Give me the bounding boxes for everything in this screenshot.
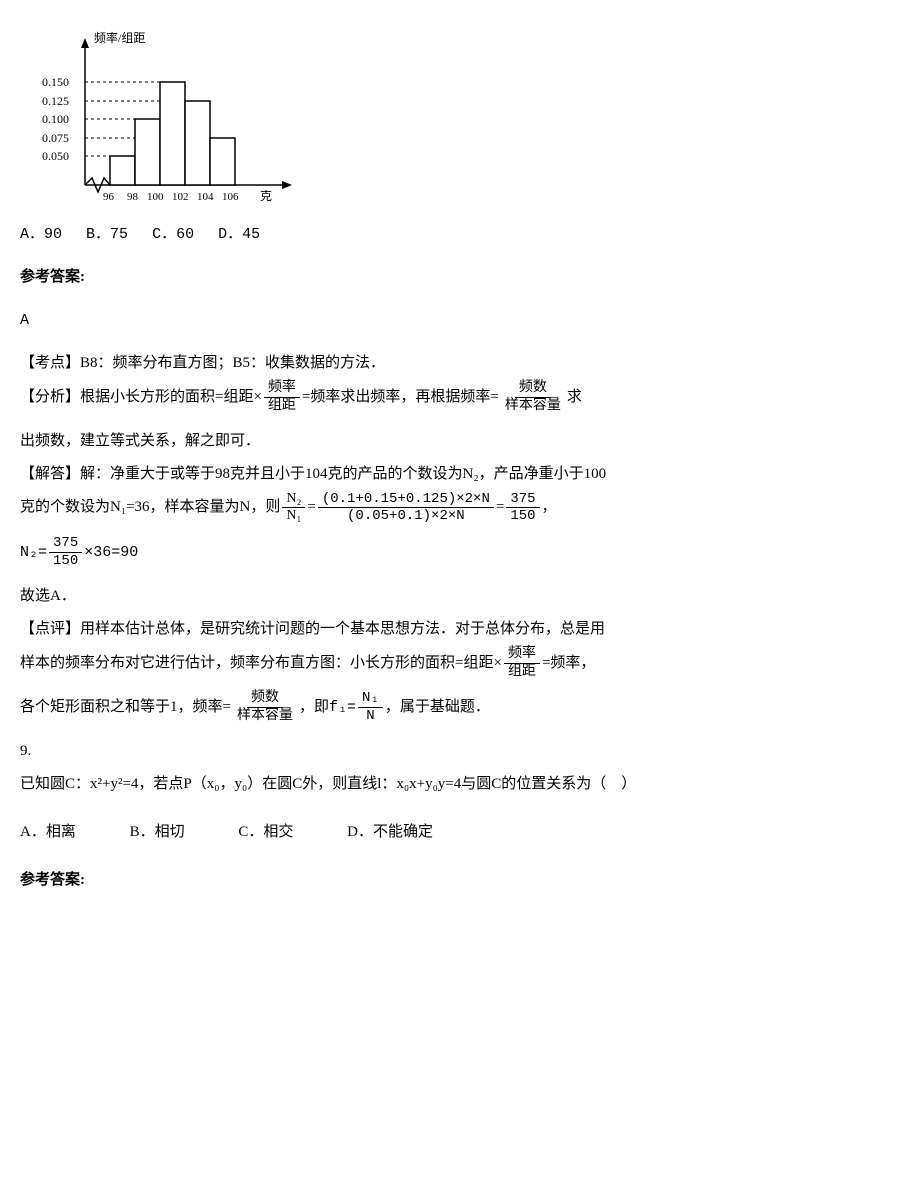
answer-value: A xyxy=(20,304,900,337)
dianping-line1: 【点评】用样本估计总体，是研究统计问题的一个基本思想方法．对于总体分布，总是用 xyxy=(20,613,900,646)
dianping-frac1: 频率 组距 xyxy=(504,646,540,681)
fenxi-line2: 出频数，建立等式关系，解之即可． xyxy=(20,425,900,458)
option-c: C．60 xyxy=(152,226,194,243)
jieda-frac-lhs: N₂ N₁ xyxy=(282,491,305,526)
dianping-line3: 各个矩形面积之和等于1， 频率= 频数 样本容量 ，即 f₁= N₁ N ，属于… xyxy=(20,690,900,725)
fenxi-prefix: 【分析】根据小长方形的面积=组距× xyxy=(20,381,262,414)
q9-options: A．相离 B．相切 C．相交 D．不能确定 xyxy=(20,816,900,849)
histogram-svg: 频率/组距 0.050 0.075 0.100 0.125 0.150 96 9… xyxy=(30,30,310,210)
option-b: B．75 xyxy=(86,226,128,243)
answer-label: 参考答案: xyxy=(20,261,900,294)
xtick-2: 100 xyxy=(147,191,164,203)
ytick-2: 0.100 xyxy=(42,112,69,126)
dianping-frac3: N₁ N xyxy=(358,690,383,725)
histogram-chart: 频率/组距 0.050 0.075 0.100 0.125 0.150 96 9… xyxy=(30,30,310,210)
x-axis-unit: 克 xyxy=(260,189,272,203)
q9-answer-label: 参考答案: xyxy=(20,864,900,897)
q9-number: 9. xyxy=(20,735,900,768)
q9-option-a: A．相离 xyxy=(20,824,76,840)
ytick-4: 0.150 xyxy=(42,75,69,89)
q9-option-d: D．不能确定 xyxy=(347,824,433,840)
q9-option-b: B．相切 xyxy=(130,824,185,840)
y-axis-label: 频率/组距 xyxy=(94,30,145,45)
jieda-frac-mid: (0.1+0.15+0.125)×2×N (0.05+0.1)×2×N xyxy=(318,491,494,526)
dianping-line2: 样本的频率分布对它进行估计，频率分布直方图：小长方形的面积=组距× 频率 组距 … xyxy=(20,646,900,681)
fenxi-mid: 求出频率，再根据 xyxy=(340,381,460,414)
jieda-line3: N₂= 375 150 ×36=90 xyxy=(20,535,900,570)
fenxi-frac2: 频数 样本容量 xyxy=(501,380,565,415)
xtick-3: 102 xyxy=(172,191,189,203)
jieda-line2: 克的个数设为N₁=36，样本容量为N，则 N₂ N₁ = (0.1+0.15+0… xyxy=(20,491,900,526)
jieda-line4: 故选A． xyxy=(20,580,900,613)
xtick-4: 104 xyxy=(197,191,214,203)
jieda-frac-rhs: 375 150 xyxy=(506,491,539,526)
dianping-frac2: 频数 样本容量 xyxy=(233,690,297,725)
question-options: A．90 B．75 C．60 D．45 xyxy=(20,218,900,251)
q9-text: 已知圆C：x²+y²=4，若点P（x₀，y₀）在圆C外，则直线l：x₀x+y₀y… xyxy=(20,768,900,801)
xtick-0: 96 xyxy=(103,191,115,203)
jieda-line1: 【解答】解：净重大于或等于98克并且小于104克的产品的个数设为N₂，产品净重小… xyxy=(20,458,900,491)
ytick-3: 0.125 xyxy=(42,94,69,108)
kaodian-text: 【考点】B8：频率分布直方图；B5：收集数据的方法． xyxy=(20,347,900,380)
q9-option-c: C．相交 xyxy=(238,824,293,840)
ytick-0: 0.050 xyxy=(42,149,69,163)
xtick-1: 98 xyxy=(127,191,139,203)
ytick-1: 0.075 xyxy=(42,131,69,145)
fenxi-frac1: 频率 组距 xyxy=(264,380,300,415)
fenxi-suffix: 求 xyxy=(567,381,582,414)
option-d: D．45 xyxy=(218,226,260,243)
option-a: A．90 xyxy=(20,226,62,243)
xtick-5: 106 xyxy=(222,191,239,203)
jieda-line3-frac: 375 150 xyxy=(49,535,82,570)
fenxi-line1: 【分析】根据小长方形的面积=组距× 频率 组距 =频率 求出频率，再根据 频率=… xyxy=(20,380,900,415)
